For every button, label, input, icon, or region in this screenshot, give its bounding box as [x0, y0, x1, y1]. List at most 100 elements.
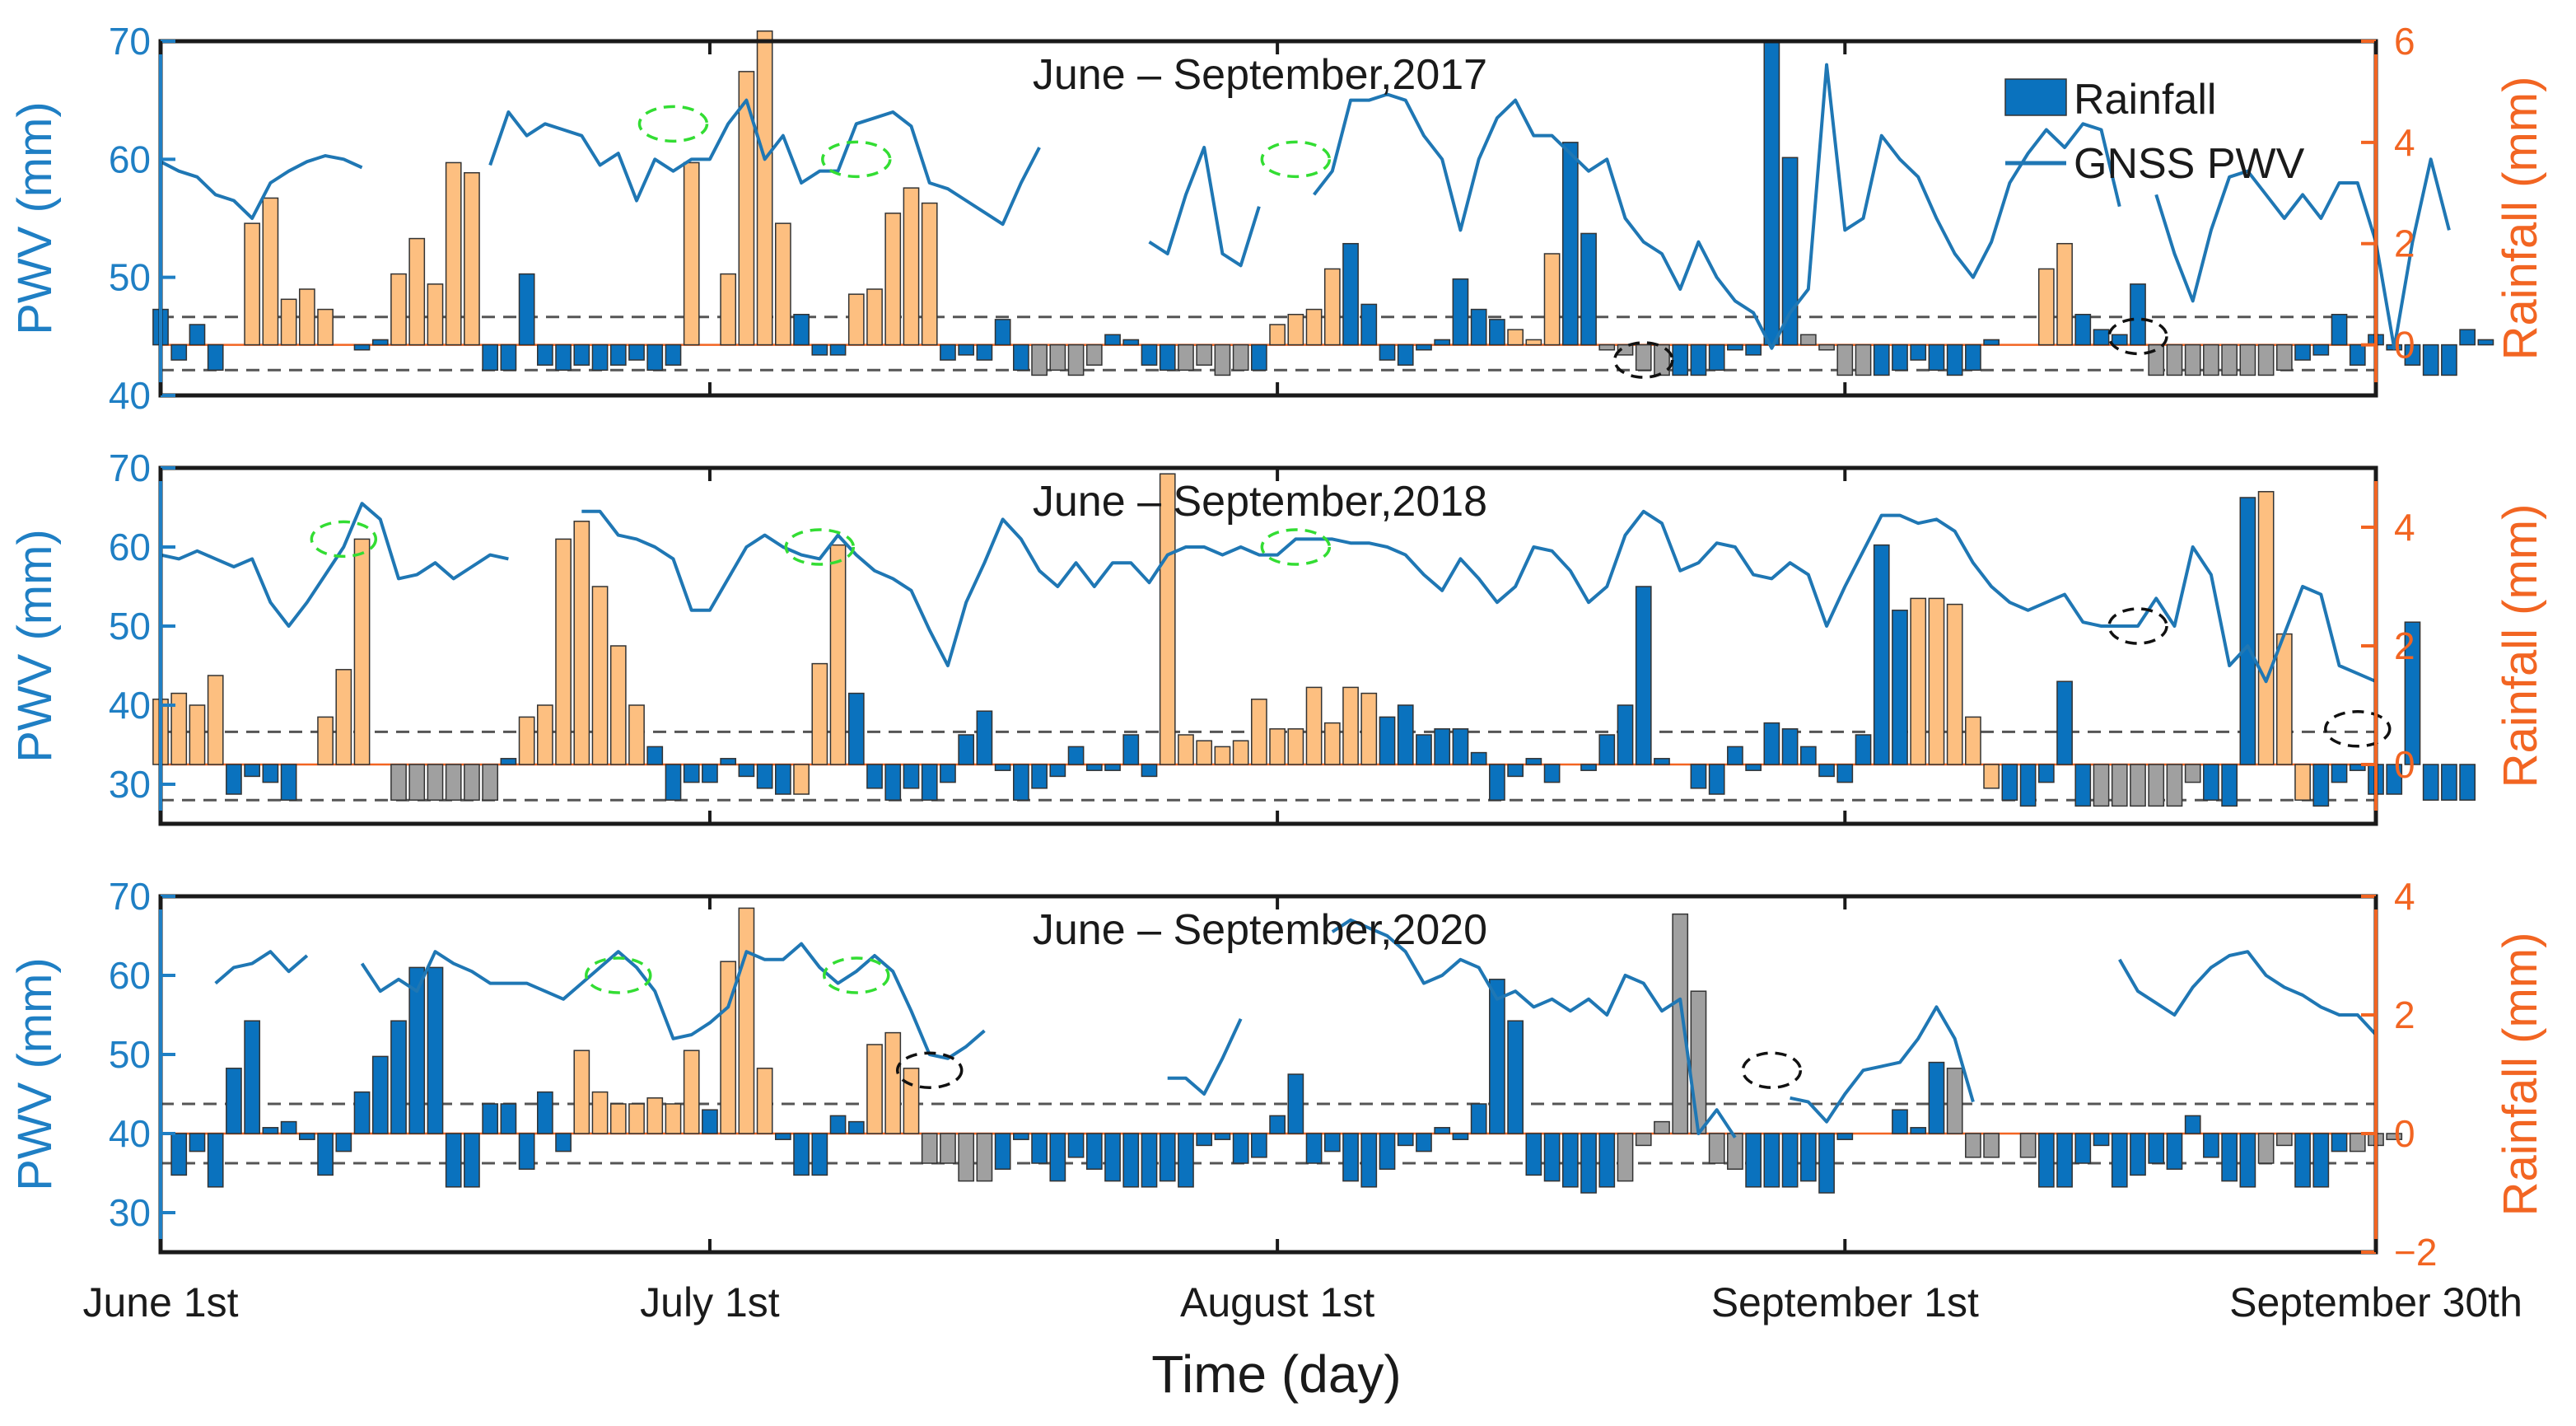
rainfall-bar — [2037, 764, 2055, 783]
rainfall-bar — [2074, 764, 2092, 807]
rainfall-bar — [2275, 1133, 2293, 1147]
rainfall-bar — [1251, 1133, 1267, 1158]
rainfall-bar — [958, 734, 975, 765]
right-axis-label: Rainfall (mm) — [2494, 77, 2547, 361]
rainfall-bar — [1745, 764, 1762, 771]
rainfall-bar — [609, 1103, 627, 1134]
rainfall-bar — [811, 662, 828, 765]
rainfall-bar — [390, 764, 407, 801]
rainfall-bar — [1617, 704, 1634, 765]
rainfall-bar — [2074, 1133, 2092, 1164]
rainfall-bar — [1928, 1061, 1945, 1134]
rainfall-bar — [226, 1068, 242, 1134]
x-tick-label: August 1st — [1180, 1279, 1374, 1325]
pwv-line-segment — [1312, 63, 2121, 350]
rainfall-bar — [1031, 764, 1048, 789]
rainfall-bar — [353, 1091, 371, 1134]
rainfall-bar — [775, 764, 791, 795]
rainfall-bar — [1690, 990, 1707, 1134]
rainfall-bar — [1910, 1127, 1927, 1134]
rainfall-bar — [994, 764, 1011, 771]
rainfall-bar — [1507, 764, 1524, 778]
rainfall-bar — [2019, 1133, 2037, 1158]
rainfall-bar — [1745, 344, 1762, 356]
rainfall-bar — [1269, 728, 1286, 765]
rainfall-bar — [1342, 242, 1359, 346]
rainfall-bar — [1470, 308, 1487, 346]
rainfall-bar — [2184, 1115, 2201, 1134]
rainfall-bar — [1507, 329, 1524, 346]
rainfall-bar — [262, 1127, 279, 1134]
left-axis-label: PWV (mm) — [8, 101, 62, 335]
panel-title: June – September,2017 — [1033, 51, 1487, 99]
rainfall-bar — [1763, 722, 1780, 765]
rainfall-bar — [2093, 329, 2110, 346]
left-tick-label: 50 — [109, 256, 151, 299]
rainfall-bar — [2037, 268, 2055, 346]
rainfall-bar — [464, 764, 480, 801]
rainfall-bar — [207, 1133, 224, 1188]
pwv-line-segment — [1167, 1017, 1243, 1096]
left-tick-label: 70 — [109, 875, 151, 918]
rainfall-bar — [1654, 1120, 1670, 1134]
rainfall-bar — [2386, 1133, 2403, 1140]
panel-2: 30 40 50 60 70 0 2 4 PWV (mm) Rainfall (mm) June –… — [8, 447, 2547, 826]
rainfall-bar — [244, 764, 261, 778]
rainfall-bar — [1013, 1133, 1029, 1140]
rainfall-bar — [1928, 344, 1945, 372]
rainfall-bar — [866, 288, 883, 346]
dry-anomaly-ellipse — [2324, 710, 2392, 748]
rainfall-bar — [1507, 1020, 1524, 1134]
rainfall-bar — [829, 344, 847, 356]
rainfall-bar — [2221, 764, 2238, 807]
rainfall-bar — [1635, 1133, 1652, 1147]
rainfall-bar — [1855, 344, 1872, 376]
rainfall-bar — [1049, 1133, 1066, 1182]
rainfall-bar — [1525, 758, 1542, 765]
rainfall-bar — [1178, 734, 1194, 765]
rainfall-bar — [1781, 157, 1799, 346]
rainfall-bar — [829, 544, 847, 765]
rainfall-bar — [2331, 764, 2348, 783]
wet-anomaly-ellipse — [821, 140, 892, 179]
rainfall-bar — [1946, 1068, 1963, 1134]
rainfall-bar — [1781, 728, 1799, 765]
rainfall-bar — [1965, 716, 1981, 765]
rainfall-bar — [1690, 764, 1707, 789]
right-axis-label: Rainfall (mm) — [2494, 933, 2547, 1217]
rainfall-bar — [1561, 1133, 1579, 1188]
rainfall-bar — [1178, 344, 1194, 372]
left-tick-label: 40 — [109, 684, 151, 727]
rainfall-bar — [353, 344, 371, 351]
rainfall-bar — [921, 202, 938, 346]
rainfall-bar — [2239, 1133, 2256, 1188]
rainfall-bar — [2037, 1133, 2055, 1188]
rainfall-bar — [1159, 473, 1176, 765]
rainfall-bar — [940, 344, 956, 361]
rainfall-bar — [940, 1133, 956, 1164]
rainfall-bar — [994, 319, 1011, 346]
rainfall-bar — [555, 344, 572, 372]
rainfall-bar — [262, 764, 279, 783]
rainfall-bar — [1122, 734, 1140, 765]
rainfall-bar — [2331, 1133, 2348, 1152]
rainfall-bar — [775, 222, 791, 346]
rainfall-bar — [2331, 313, 2348, 346]
rainfall-bar — [1873, 544, 1890, 765]
rainfall-bar — [317, 308, 334, 346]
rainfall-bar — [280, 1120, 297, 1134]
rainfall-bar — [2019, 764, 2037, 807]
rainfall-bar — [170, 344, 188, 361]
rainfall-bar — [628, 704, 645, 765]
rainfall-bar — [1031, 1133, 1048, 1164]
rainfall-bar — [189, 1133, 206, 1152]
rainfall-bar — [500, 758, 517, 765]
rainfall-bar — [1781, 1133, 1799, 1188]
pwv-line-segment — [1148, 146, 1261, 268]
legend-swatch-rainfall — [2004, 78, 2067, 116]
rainfall-bar — [427, 764, 444, 801]
rainfall-bar — [1085, 344, 1103, 366]
rainfall-bar — [884, 764, 902, 801]
pwv-line-segment — [2154, 157, 2451, 350]
